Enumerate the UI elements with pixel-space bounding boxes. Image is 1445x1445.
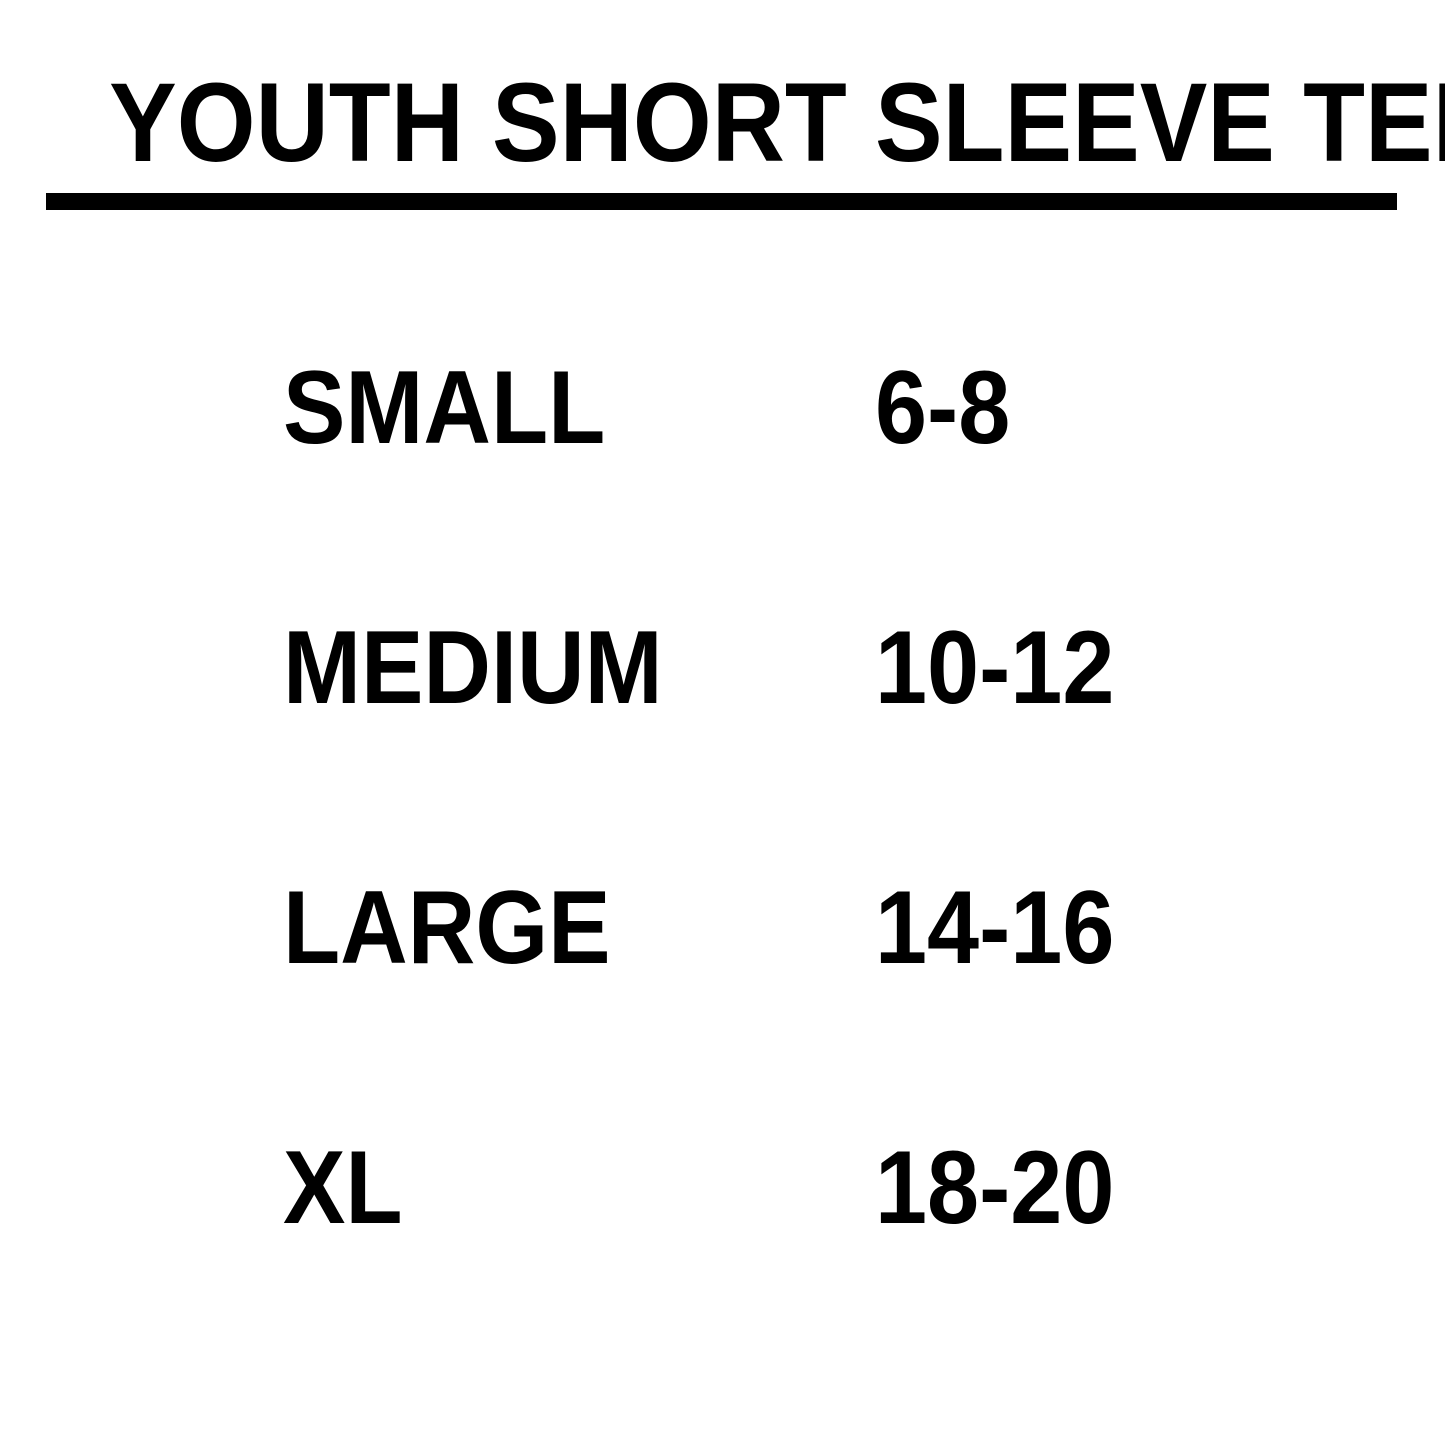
- size-label: XL: [283, 1130, 403, 1246]
- size-label: LARGE: [283, 870, 611, 986]
- table-row: LARGE 14-16: [0, 876, 1445, 980]
- size-value: 10-12: [875, 610, 1115, 726]
- size-label: SMALL: [283, 350, 606, 466]
- title-divider: [46, 193, 1397, 210]
- size-value: 6-8: [875, 350, 1011, 466]
- page-title: YOUTH SHORT SLEEVE TEES: [109, 60, 1445, 185]
- size-label: MEDIUM: [283, 610, 663, 726]
- table-row: SMALL 6-8: [0, 356, 1445, 460]
- table-row: MEDIUM 10-12: [0, 616, 1445, 720]
- table-row: XL 18-20: [0, 1136, 1445, 1240]
- size-value: 14-16: [875, 870, 1115, 986]
- size-value: 18-20: [875, 1130, 1115, 1246]
